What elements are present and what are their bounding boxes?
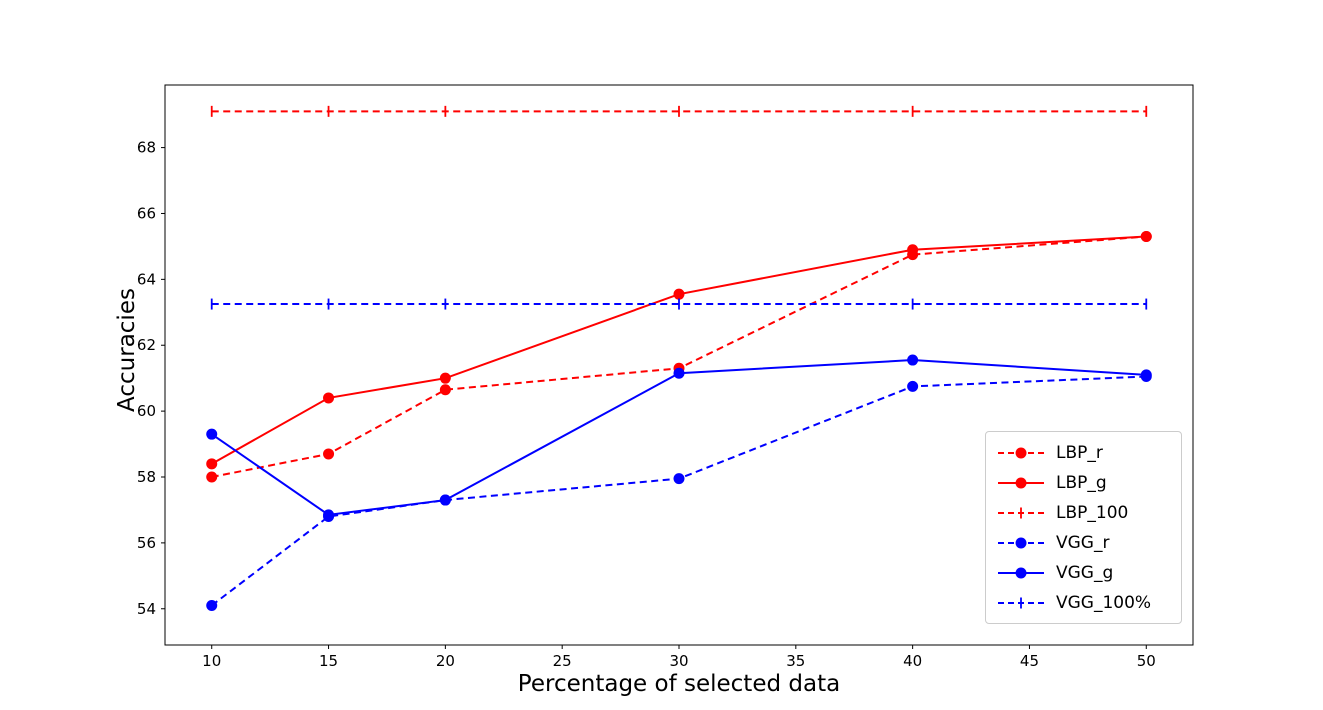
legend-label: LBP_r — [1056, 443, 1103, 463]
y-tick-label: 62 — [137, 336, 156, 354]
legend-sample-marker — [1015, 537, 1027, 549]
series-marker-VGG_r — [907, 380, 919, 392]
series-marker-VGG_g — [907, 354, 919, 366]
series-marker-VGG_g — [323, 509, 335, 521]
y-axis-label: Accuracies — [114, 288, 140, 412]
series-line-LBP_r — [211, 235, 1147, 478]
series-marker-VGG_g — [1140, 369, 1152, 381]
x-tick-label: 20 — [436, 652, 455, 670]
x-tick-label: 15 — [319, 652, 338, 670]
legend-label: VGG_r — [1056, 533, 1110, 553]
series-marker-LBP_r — [323, 448, 335, 460]
series-marker-LBP_g — [673, 288, 685, 300]
y-tick-label: 58 — [137, 468, 156, 486]
series-marker-LBP_g — [1140, 231, 1152, 243]
series-line-LBP_g — [211, 235, 1147, 465]
legend-sample-LBP_g — [998, 477, 1044, 489]
x-tick-label: 10 — [202, 652, 221, 670]
series-marker-VGG_g — [673, 367, 685, 379]
y-tick-label: 66 — [137, 204, 156, 222]
x-axis-label: Percentage of selected data — [517, 671, 841, 697]
legend-entry-VGG_g: VGG_g — [996, 558, 1181, 588]
legend-entry-LBP_100: LBP_100 — [996, 498, 1181, 528]
legend-entry-LBP_g: LBP_g — [996, 468, 1181, 498]
legend-sample-VGG_100% — [998, 597, 1044, 609]
legend-sample-LBP_100 — [998, 507, 1044, 519]
series-marker-LBP_r — [439, 384, 451, 396]
y-tick-label: 64 — [137, 270, 156, 288]
x-tick-label: 45 — [1020, 652, 1039, 670]
x-tick-label: 30 — [669, 652, 688, 670]
series-line-VGG_g — [211, 359, 1147, 516]
series-marker-VGG_g — [206, 428, 218, 440]
x-tick-label: 50 — [1137, 652, 1156, 670]
legend-entry-VGG_r: VGG_r — [996, 528, 1181, 558]
legend-entry-VGG_100%: VGG_100% — [996, 588, 1181, 618]
y-tick-label: 56 — [137, 534, 156, 552]
legend-sample-VGG_r — [998, 537, 1044, 549]
legend-label: VGG_100% — [1056, 593, 1152, 613]
legend-sample-VGG_g — [998, 567, 1044, 579]
legend-sample-LBP_r — [998, 447, 1044, 459]
legend-label: VGG_g — [1056, 563, 1114, 583]
x-tick-label: 35 — [786, 652, 805, 670]
legend-label: LBP_100 — [1056, 503, 1129, 523]
y-tick-label: 54 — [137, 600, 156, 618]
series-marker-LBP_r — [206, 471, 218, 483]
series-line-VGG_r — [211, 375, 1147, 607]
series-marker-LBP_g — [323, 392, 335, 404]
legend-label: LBP_g — [1056, 473, 1107, 493]
x-tick-label: 25 — [553, 652, 572, 670]
legend-sample-marker — [1015, 567, 1027, 579]
series-marker-VGG_r — [206, 599, 218, 611]
legend-sample-marker — [1015, 447, 1027, 459]
series-marker-LBP_g — [439, 372, 451, 384]
y-tick-label: 60 — [137, 402, 156, 420]
legend: LBP_r LBP_g LBP_100 VGG_r VGG_g VGG_100% — [985, 431, 1182, 624]
legend-sample-marker — [1015, 477, 1027, 489]
series-marker-VGG_g — [439, 494, 451, 506]
series-marker-VGG_r — [673, 473, 685, 485]
series-marker-LBP_g — [907, 244, 919, 256]
x-tick-label: 40 — [903, 652, 922, 670]
y-tick-label: 68 — [137, 139, 156, 157]
series-marker-LBP_g — [206, 458, 218, 470]
legend-entry-LBP_r: LBP_r — [996, 438, 1181, 468]
